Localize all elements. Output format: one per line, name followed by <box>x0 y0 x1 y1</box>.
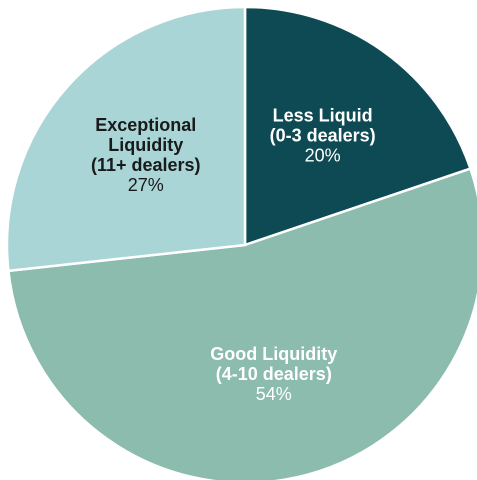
slice-label: Good Liquidity <box>210 344 337 364</box>
slice-label: Less Liquid <box>273 105 373 125</box>
pie-slice <box>5 5 247 273</box>
slice-label: Exceptional <box>95 115 196 135</box>
pie-slice <box>7 167 477 480</box>
pie-slice <box>243 5 473 247</box>
slice-value-label: 27% <box>128 175 164 195</box>
slice-value-label: 20% <box>305 145 341 165</box>
slice-label: Liquidity <box>108 135 183 155</box>
slice-label: (0-3 dealers) <box>270 125 376 145</box>
slice-value-label: 54% <box>256 384 292 404</box>
slice-label: (11+ dealers) <box>91 155 201 175</box>
slice-label: (4-10 dealers) <box>216 364 332 384</box>
